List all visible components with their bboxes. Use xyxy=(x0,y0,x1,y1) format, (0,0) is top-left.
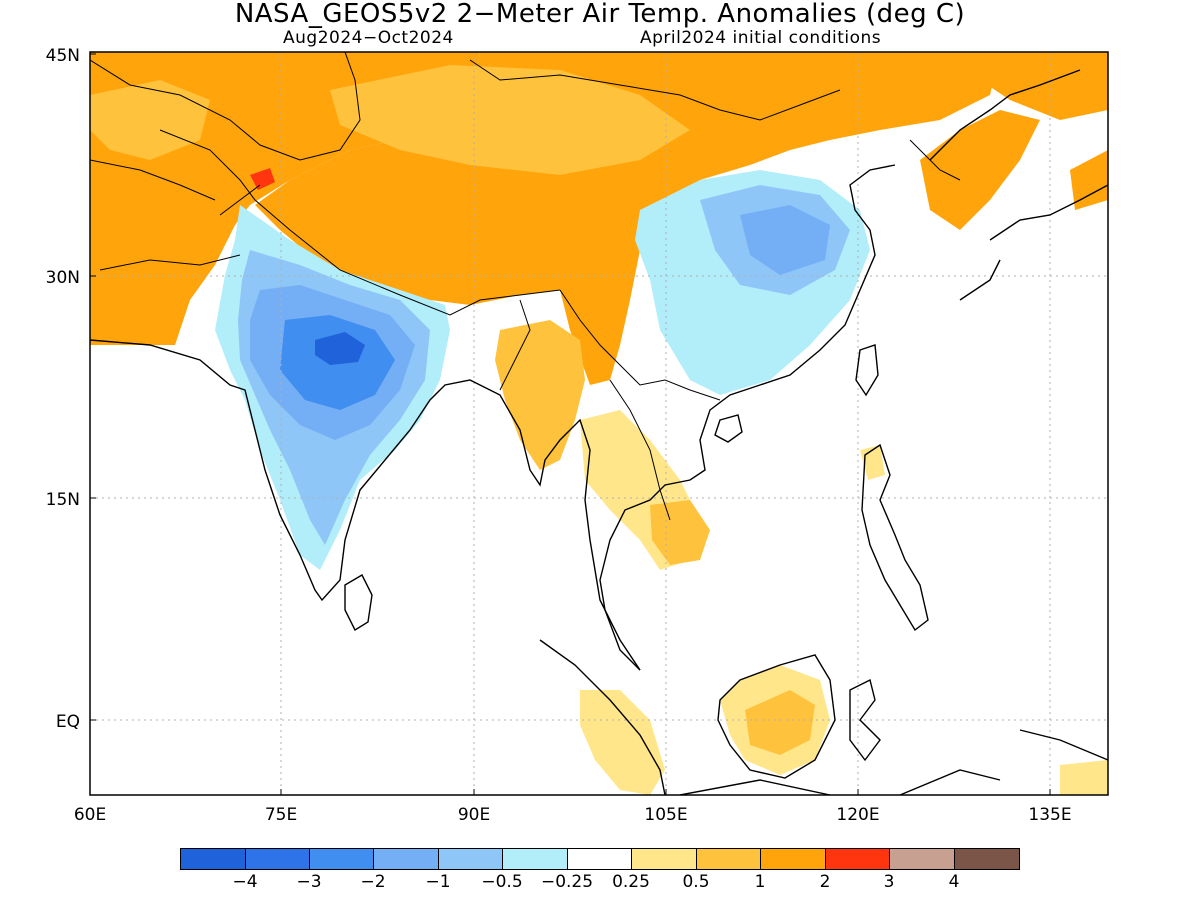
forecast-period: Aug2024−Oct2024 xyxy=(283,28,454,48)
warm-png xyxy=(1060,760,1108,795)
colorbar-box-8 xyxy=(631,848,696,870)
axis-ticks xyxy=(90,53,1051,795)
colorbar-box-7 xyxy=(567,848,631,870)
warm-cambodia xyxy=(650,500,710,565)
lat-label-30n: 30N xyxy=(46,268,80,288)
colorbar-label: 0.5 xyxy=(682,872,710,892)
warm-northeast-edge xyxy=(940,52,1108,120)
lat-label-eq: EQ xyxy=(56,712,80,732)
colorbar-label: 0.25 xyxy=(612,872,650,892)
lon-label-135e: 135E xyxy=(1028,805,1071,825)
colorbar-label: −0.25 xyxy=(540,872,594,892)
colorbar-box-4 xyxy=(373,848,438,870)
colorbar-label: −1 xyxy=(425,872,451,892)
country-borders xyxy=(90,52,961,521)
warm-myanmar xyxy=(495,320,585,470)
colorbar-box-9 xyxy=(696,848,760,870)
colorbar-box-5 xyxy=(438,848,502,870)
colorbar-label: 1 xyxy=(754,872,766,892)
colorbar-box-10 xyxy=(760,848,825,870)
warm-sumatra xyxy=(580,690,665,795)
warm-borneo-core xyxy=(745,690,815,755)
colder-core-yangtze xyxy=(740,205,830,275)
lon-label-60e: 60E xyxy=(74,805,106,825)
colorbar-label: 2 xyxy=(819,872,831,892)
colorbar-label: 4 xyxy=(948,872,960,892)
map-frame xyxy=(89,51,1109,796)
colorbar-label: −0.5 xyxy=(481,872,523,892)
warm-japan-right xyxy=(1070,150,1108,210)
lat-label-15n: 15N xyxy=(46,490,80,510)
colorbar-box-2 xyxy=(245,848,309,870)
colorbar-label: −2 xyxy=(360,872,386,892)
anomaly-field xyxy=(90,52,1108,795)
hot-spot-himalaya xyxy=(250,168,275,190)
colorbar-label: −4 xyxy=(232,872,258,892)
coastlines xyxy=(90,69,1108,795)
colorbar-box-11 xyxy=(825,848,889,870)
lon-label-75e: 75E xyxy=(265,805,297,825)
coldest-india-center xyxy=(315,332,365,365)
initial-conditions: April2024 initial conditions xyxy=(640,28,882,48)
lon-label-90e: 90E xyxy=(458,805,490,825)
graticule xyxy=(90,52,1108,795)
light-warm-mongolia xyxy=(330,65,690,175)
lon-label-105e: 105E xyxy=(644,805,687,825)
colorbar-box-12 xyxy=(889,848,954,870)
colorbar-label: 3 xyxy=(883,872,895,892)
colorbar-box-6 xyxy=(502,848,567,870)
light-warm-tarim xyxy=(90,80,210,160)
colorbar-box-1 xyxy=(180,848,245,870)
colorbar-box-13 xyxy=(954,848,1020,870)
colorbar-box-3 xyxy=(309,848,373,870)
lat-label-45n: 45N xyxy=(46,46,80,66)
lon-label-120e: 120E xyxy=(836,805,879,825)
warm-korea-japan xyxy=(920,110,1040,230)
map-title: NASA_GEOS5v2 2−Meter Air Temp. Anomalies… xyxy=(234,0,966,29)
colorbar-label: −3 xyxy=(296,872,322,892)
